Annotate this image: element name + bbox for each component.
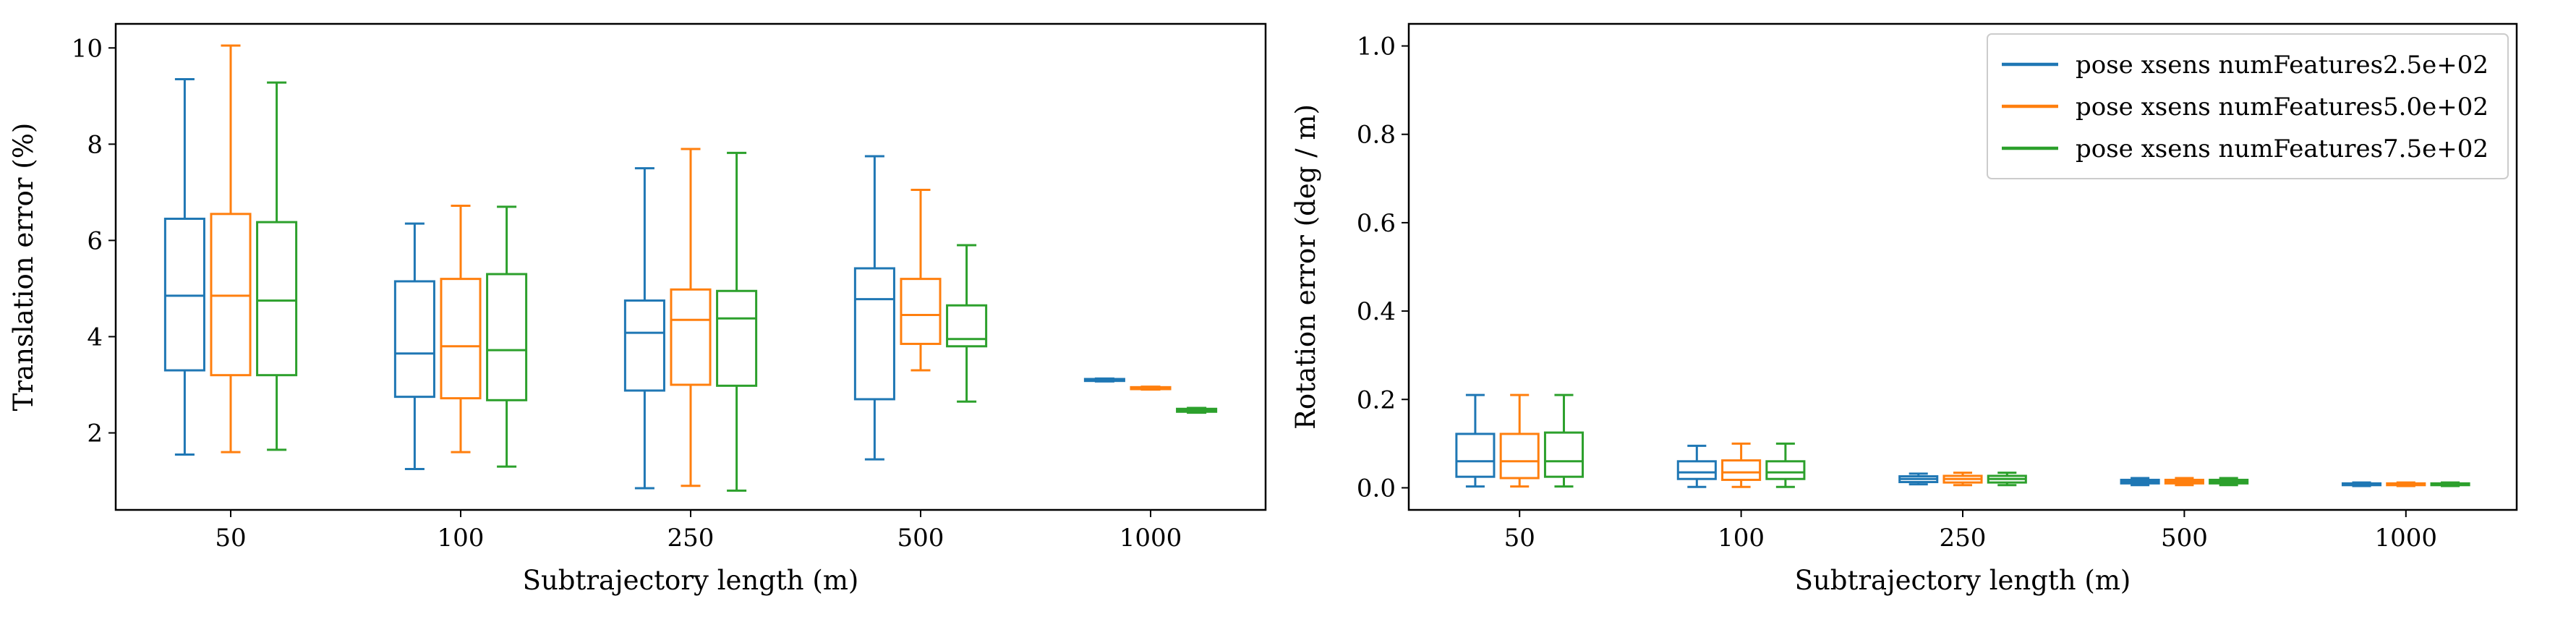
- y-axis-label: Translation error (%): [8, 123, 39, 412]
- box-body: [1543, 431, 1585, 478]
- box-body: [486, 273, 528, 401]
- y-tick-label: 0.8: [1357, 121, 1396, 150]
- box-body: [900, 278, 942, 345]
- box-body: [623, 299, 665, 392]
- box-2-500: [2164, 477, 2204, 487]
- x-tick-label: 50: [215, 524, 246, 553]
- box-3-250: [716, 151, 758, 492]
- legend-label: pose xsens numFeatures2.5e+02: [2076, 51, 2488, 80]
- box-1-50: [163, 78, 205, 456]
- y-tick-label: 0.2: [1357, 385, 1396, 414]
- box-3-500: [946, 244, 988, 403]
- y-tick-label: 8: [87, 130, 103, 159]
- box-2-500: [900, 189, 942, 372]
- box-2-100: [1721, 442, 1762, 488]
- box-2-100: [440, 205, 482, 453]
- box-1-1000: [1083, 377, 1125, 383]
- x-tick-label: 50: [1504, 524, 1535, 553]
- box-1-500: [853, 155, 895, 461]
- y-tick-label: 1.0: [1357, 33, 1396, 61]
- box-3-100: [1765, 442, 1806, 488]
- box-1-500: [2120, 477, 2160, 487]
- x-tick-label: 500: [897, 524, 944, 553]
- box-1-1000: [2341, 481, 2382, 487]
- y-tick-label: 0.0: [1357, 474, 1396, 503]
- box-body: [1765, 460, 1806, 480]
- x-tick-label: 250: [1940, 524, 1987, 553]
- y-tick-label: 0.4: [1357, 297, 1396, 326]
- x-tick-label: 1000: [1119, 524, 1182, 553]
- box-body: [1721, 459, 1762, 481]
- legend-label: pose xsens numFeatures5.0e+02: [2076, 93, 2488, 122]
- box-2-50: [210, 44, 252, 453]
- box-3-50: [1543, 393, 1585, 488]
- legend-label: pose xsens numFeatures7.5e+02: [2076, 135, 2488, 163]
- x-axis-label: Subtrajectory length (m): [523, 565, 859, 596]
- box-1-100: [1676, 444, 1717, 488]
- box-2-1000: [1130, 385, 1172, 391]
- box-body: [1499, 433, 1540, 480]
- box-2-250: [1942, 472, 1983, 487]
- rotation-error-chart: 0.0 0.2 0.4 0.6 0.8 1.0 50 100 250 500 1000 Subtraj…: [1290, 22, 2518, 596]
- box-2-1000: [2386, 481, 2426, 487]
- box-body: [163, 217, 205, 372]
- box-body: [670, 288, 712, 386]
- x-tick-label: 1000: [2375, 524, 2438, 553]
- box-2-250: [670, 148, 712, 487]
- box-body: [393, 280, 435, 399]
- translation-error-chart: 2 4 6 8 10 50 100 250 500 1000 Subtrajectory lengt…: [8, 22, 1267, 596]
- x-axis-label: Subtrajectory length (m): [1795, 565, 2131, 596]
- box-body: [256, 221, 298, 377]
- box-1-100: [393, 222, 435, 470]
- box-body: [210, 213, 252, 377]
- box-3-1000: [2430, 481, 2470, 487]
- box-3-250: [1987, 472, 2027, 487]
- y-tick-label: 4: [87, 323, 103, 352]
- legend-box: [1987, 33, 2509, 179]
- box-body: [440, 278, 482, 400]
- box-1-50: [1455, 393, 1496, 488]
- box-2-50: [1499, 393, 1540, 488]
- x-tick-label: 250: [668, 524, 715, 553]
- box-3-50: [256, 81, 298, 451]
- box-3-1000: [1176, 406, 1218, 414]
- box-body: [1676, 460, 1717, 480]
- legend: pose xsens numFeatures2.5e+02 pose xsens …: [1987, 33, 2509, 179]
- box-body: [716, 289, 758, 387]
- box-1-250: [1898, 472, 1939, 486]
- y-tick-label: 10: [72, 34, 103, 63]
- box-body: [853, 267, 895, 401]
- x-tick-label: 100: [438, 524, 485, 553]
- box-3-500: [2209, 477, 2249, 487]
- box-1-250: [623, 167, 665, 490]
- y-tick-label: 6: [87, 226, 103, 255]
- y-tick-label: 2: [87, 419, 103, 448]
- box-body: [1455, 433, 1496, 478]
- x-tick-label: 500: [2161, 524, 2208, 553]
- y-tick-label: 0.6: [1357, 209, 1396, 238]
- box-3-100: [486, 205, 528, 468]
- y-axis-label: Rotation error (deg / m): [1290, 104, 1321, 430]
- x-tick-label: 100: [1718, 524, 1765, 553]
